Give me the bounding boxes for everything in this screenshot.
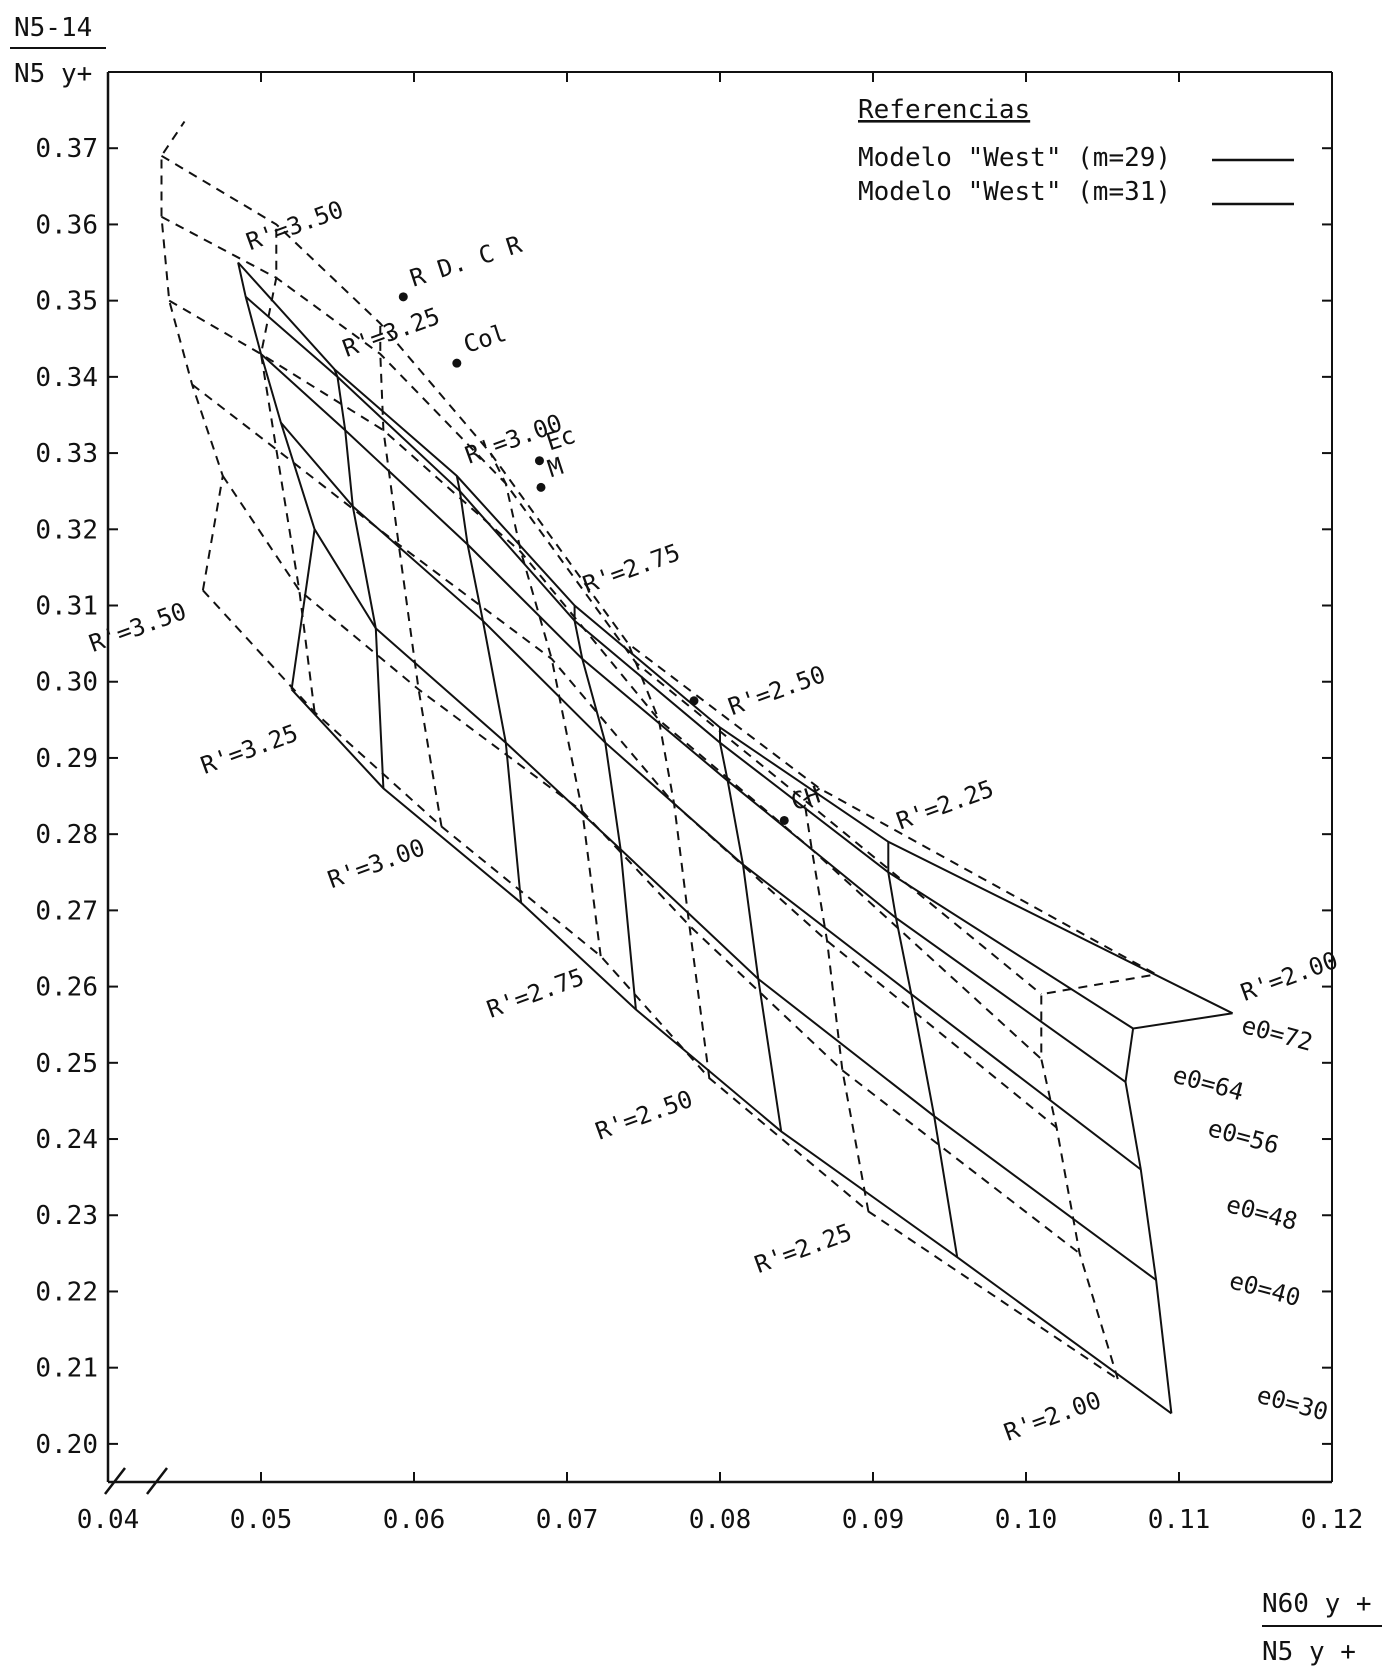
- y-tick-label: 0.20: [35, 1430, 98, 1460]
- y-tick-label: 0.21: [35, 1354, 98, 1384]
- y-tick-label: 0.22: [35, 1277, 98, 1307]
- R-label-top: R'=2.25: [893, 775, 998, 836]
- ticks: 0.04 0.05 0.06 0.07 0.08 0.09 0.10 0.11 0.12 0.20…: [35, 72, 1363, 1535]
- grid-m=29-R-line: [887, 841, 959, 1258]
- legend: Referencias Modelo "West" (m=29) Modelo …: [858, 95, 1294, 207]
- R-label-bottom: R'=2.25: [751, 1218, 856, 1279]
- y-tick-label: 0.29: [35, 744, 98, 774]
- R-label-bottom: R'=3.25: [197, 719, 302, 780]
- x-axis-label: N60 y + N5 y +: [1262, 1589, 1382, 1667]
- data-point: [534, 456, 544, 466]
- y-tick-label: 0.31: [35, 592, 98, 622]
- x-tick-label: 0.12: [1301, 1505, 1364, 1535]
- data-point-label: Col: [460, 319, 510, 359]
- y-tick-label: 0.37: [35, 134, 98, 164]
- e0-label: e0=30: [1254, 1381, 1331, 1427]
- R-label-top: R'=2.75: [579, 538, 684, 599]
- y-tick-label: 0.24: [35, 1125, 98, 1155]
- data-point: [398, 292, 408, 302]
- grid-m=29-e0-line: [290, 688, 1172, 1415]
- grid-m=29-e0-line: [237, 261, 1234, 1015]
- y-tick-label: 0.36: [35, 210, 98, 240]
- R-label-bottom: R'=2.75: [483, 963, 588, 1024]
- data-point: [779, 815, 789, 825]
- grid-m=29-R-line: [573, 605, 637, 1010]
- y-tick-label: 0.35: [35, 287, 98, 317]
- e0-label: e0=72: [1239, 1011, 1316, 1057]
- grid-m=29-R-line: [719, 727, 783, 1132]
- R-label-top: R'=2.50: [724, 660, 829, 721]
- x-tick-label: 0.04: [77, 1505, 140, 1535]
- grid-m=29-e0-line: [280, 421, 1142, 1171]
- data-point-label: CH: [787, 781, 823, 817]
- y-label-denominator: N5 y+: [14, 59, 92, 89]
- y-label-numerator: N5-14: [14, 13, 92, 43]
- x-tick-label: 0.08: [689, 1505, 752, 1535]
- data-point: [689, 696, 699, 706]
- e0-label: e0=64: [1170, 1061, 1247, 1107]
- data-point: [452, 358, 462, 368]
- y-tick-label: 0.34: [35, 363, 98, 393]
- legend-entry-m29: Modelo "West" (m=29): [858, 143, 1171, 173]
- grid-m=31-R-line: [379, 323, 443, 827]
- grid-m=29-e0-line: [313, 528, 1157, 1281]
- axis-break-icon: [104, 1467, 168, 1495]
- grid-m=31-e0-line: [202, 589, 1119, 1380]
- grid-m=31-R-line: [259, 224, 316, 713]
- data-point-label: M: [544, 452, 566, 483]
- legend-title: Referencias: [858, 95, 1030, 125]
- R-label-bottom: R'=3.50: [85, 597, 190, 658]
- y-tick-label: 0.27: [35, 896, 98, 926]
- R-label-bottom: R'=2.50: [592, 1085, 697, 1146]
- data-point: [536, 482, 546, 492]
- e0-label: e0=56: [1205, 1114, 1282, 1160]
- grid-m=29-R-line: [455, 475, 523, 903]
- y-axis-label: N5-14 N5 y+: [10, 13, 106, 89]
- legend-entry-m31: Modelo "West" (m=31): [858, 177, 1171, 207]
- data-point-label: R D. C R: [406, 230, 525, 293]
- R-label-bottom: R'=2.00: [1000, 1386, 1105, 1447]
- nomogram-grids: [160, 120, 1234, 1415]
- x-tick-label: 0.06: [383, 1505, 446, 1535]
- grid-m=31-R-line: [803, 787, 870, 1212]
- x-label-numerator: N60 y +: [1262, 1589, 1372, 1619]
- grid-m=31-e0-line: [191, 383, 1058, 1129]
- grid-m=31-e0-line: [168, 299, 1042, 1060]
- grid-m=31-e0-line: [161, 215, 1042, 995]
- y-tick-label: 0.33: [35, 439, 98, 469]
- x-tick-label: 0.11: [1148, 1505, 1211, 1535]
- y-tick-label: 0.30: [35, 668, 98, 698]
- y-tick-label: 0.23: [35, 1201, 98, 1231]
- grid-m=31-R-line: [627, 643, 711, 1079]
- x-label-denominator: N5 y +: [1262, 1637, 1356, 1667]
- y-tick-label: 0.28: [35, 820, 98, 850]
- grid-m=29-R-line: [237, 262, 316, 690]
- x-tick-label: 0.07: [536, 1505, 599, 1535]
- y-tick-label: 0.25: [35, 1049, 98, 1079]
- y-tick-label: 0.32: [35, 515, 98, 545]
- grid-m=29-R-line: [1124, 1012, 1233, 1414]
- grid-m=31-R-line: [160, 120, 224, 591]
- e0-label: e0=48: [1223, 1190, 1300, 1236]
- y-tick-label: 0.26: [35, 973, 98, 1003]
- e0-label: e0=40: [1226, 1266, 1303, 1312]
- R-label-top: R'=3.25: [339, 302, 444, 363]
- R-label-top: R'=3.50: [243, 195, 348, 256]
- grid-m=29-e0-line: [245, 296, 1134, 1030]
- x-tick-label: 0.10: [995, 1505, 1058, 1535]
- R-label-top: R'=2.00: [1237, 946, 1342, 1007]
- x-tick-label: 0.05: [230, 1505, 293, 1535]
- grid-m=31-R-line: [489, 452, 602, 957]
- grid-m=29-e0-line: [260, 353, 1127, 1083]
- grid-m=31-R-line: [1040, 973, 1157, 1380]
- grid-m=29-R-line: [333, 368, 385, 789]
- x-tick-label: 0.09: [842, 1505, 905, 1535]
- grid-m=31-e0-line: [160, 154, 1157, 976]
- R-label-bottom: R'=3.00: [324, 833, 429, 894]
- grid-m=31-e0-line: [221, 475, 1081, 1255]
